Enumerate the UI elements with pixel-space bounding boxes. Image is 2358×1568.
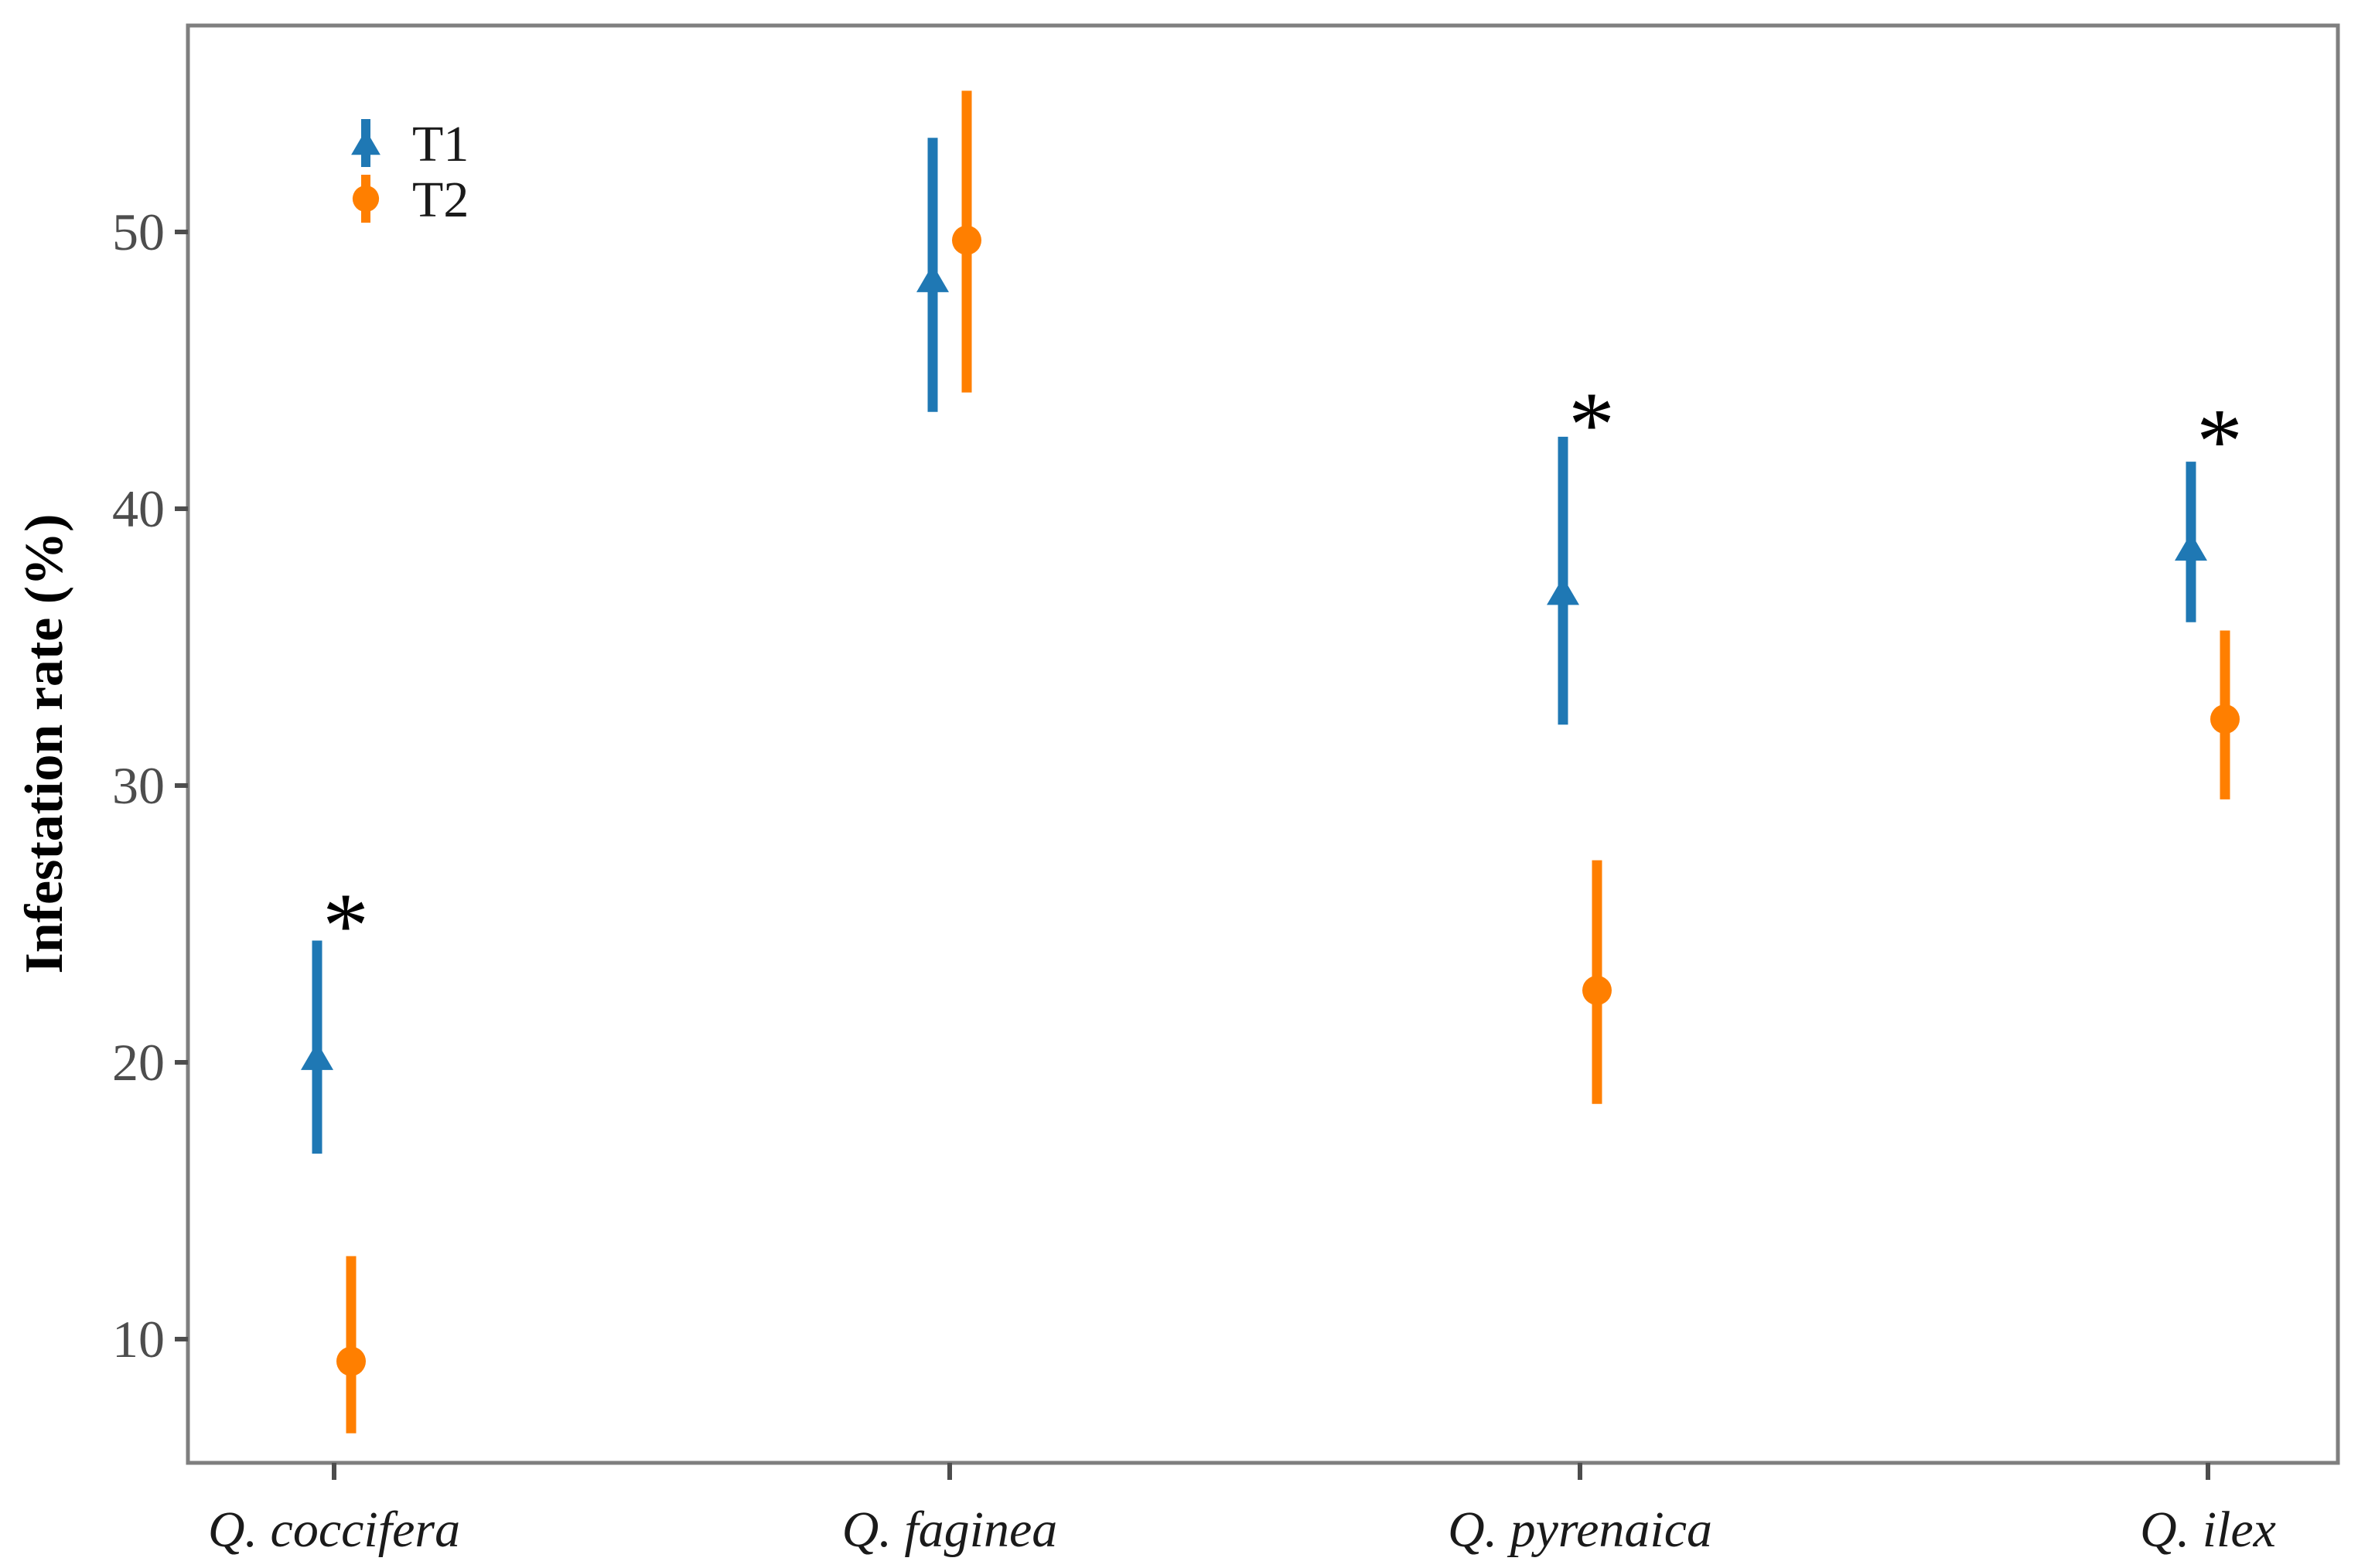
series-T1 bbox=[301, 138, 2207, 1154]
circle-marker bbox=[352, 185, 380, 213]
legend-label-T1: T1 bbox=[412, 116, 469, 172]
y-axis-ticks: 10 20 30 40 50 bbox=[112, 203, 188, 1369]
circle-marker bbox=[952, 225, 981, 255]
circle-marker bbox=[2210, 704, 2240, 735]
data-series bbox=[301, 90, 2240, 1433]
triangle-marker bbox=[916, 264, 949, 292]
y-tick-label: 50 bbox=[112, 203, 165, 261]
y-tick-label: 40 bbox=[112, 479, 165, 538]
y-tick-label: 30 bbox=[112, 756, 165, 815]
y-tick-label: 20 bbox=[112, 1033, 165, 1092]
significance-asterisks: * * * bbox=[322, 373, 2243, 977]
legend-label-T2: T2 bbox=[412, 172, 469, 228]
x-tick-label-1: Q. coccifera bbox=[208, 1502, 460, 1558]
x-tick-label-4: Q. ilex bbox=[2140, 1502, 2276, 1558]
significance-asterisk: * bbox=[1568, 373, 1615, 476]
triangle-marker bbox=[2175, 533, 2207, 561]
circle-marker bbox=[336, 1346, 366, 1376]
triangle-marker bbox=[1547, 577, 1579, 605]
circle-marker bbox=[1582, 975, 1612, 1005]
y-axis-title: Infestation rate (%) bbox=[15, 514, 74, 974]
y-tick-label: 10 bbox=[112, 1310, 165, 1369]
series-T2 bbox=[336, 90, 2240, 1433]
legend-item-T2: T2 bbox=[352, 172, 469, 228]
x-tick-label-3: Q. pyrenaica bbox=[1448, 1502, 1712, 1558]
significance-asterisk: * bbox=[2196, 389, 2243, 492]
significance-asterisk: * bbox=[322, 874, 369, 977]
x-axis-ticks: Q. coccifera Q. faginea Q. pyrenaica Q. ile… bbox=[208, 1463, 2276, 1558]
triangle-marker bbox=[351, 129, 380, 155]
plot-panel-border bbox=[186, 23, 2340, 1465]
legend-item-T1: T1 bbox=[351, 116, 469, 172]
x-tick-label-2: Q. faginea bbox=[842, 1502, 1058, 1558]
triangle-marker bbox=[301, 1041, 333, 1070]
